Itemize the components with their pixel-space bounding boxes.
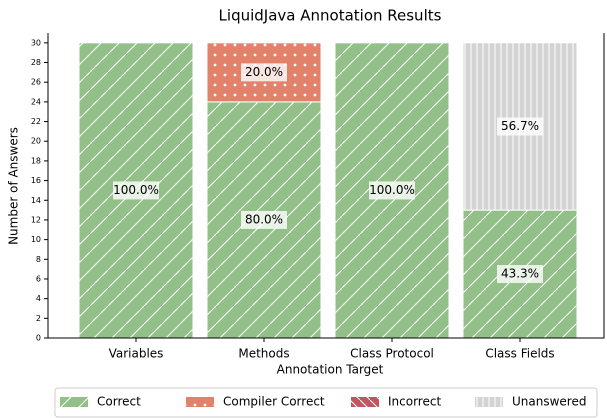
legend-label: Compiler Correct (223, 395, 325, 409)
data-label: 80.0% (245, 212, 283, 226)
x-tick-label: Methods (238, 347, 289, 361)
y-tick-label: 18 (31, 156, 41, 165)
legend-swatch-hatch (475, 397, 503, 407)
legend-label: Correct (97, 395, 141, 409)
data-label: 100.0% (369, 183, 415, 197)
data-label: 100.0% (113, 183, 159, 197)
y-tick-label: 2 (36, 314, 41, 323)
y-tick-label: 20 (31, 137, 41, 146)
data-label-bg (497, 117, 543, 136)
y-tick-label: 0 (36, 334, 41, 343)
y-tick-label: 6 (36, 274, 41, 283)
y-tick-label: 12 (31, 215, 41, 224)
data-label-bg (241, 63, 287, 82)
legend-label: Incorrect (388, 395, 441, 409)
legend-swatch-hatch (351, 397, 379, 407)
x-tick-label: Variables (109, 347, 164, 361)
y-tick-label: 24 (31, 97, 41, 106)
y-tick-label: 10 (31, 235, 41, 244)
legend-swatch-hatch (186, 397, 214, 407)
data-label-bg (369, 181, 415, 200)
data-label-bg (113, 181, 159, 200)
y-tick-label: 4 (36, 294, 41, 303)
data-label: 56.7% (501, 119, 539, 133)
y-tick-label: 30 (31, 38, 41, 47)
axis-frame (47, 33, 605, 339)
y-tick-label: 16 (31, 176, 41, 185)
y-tick-label: 22 (31, 117, 41, 126)
bar-segment (206, 101, 322, 339)
y-tick-label: 8 (36, 255, 41, 264)
y-tick-label: 26 (31, 78, 41, 87)
data-label: 43.3% (501, 267, 539, 281)
y-tick-label: 28 (31, 58, 41, 67)
bar-segment (334, 42, 450, 339)
legend-swatch-hatch (60, 397, 88, 407)
legend-label: Unanswered (512, 395, 586, 409)
chart-title: LiquidJava Annotation Results (219, 7, 442, 25)
x-axis-label: Annotation Target (277, 363, 384, 377)
data-label-bg (497, 265, 543, 284)
y-tick-label: 14 (31, 196, 41, 205)
data-label: 20.0% (245, 65, 283, 79)
x-tick-label: Class Protocol (350, 347, 434, 361)
data-label-bg (241, 210, 287, 229)
x-tick-label: Class Fields (485, 347, 554, 361)
y-axis-label: Number of Answers (7, 127, 21, 245)
legend (54, 387, 598, 418)
